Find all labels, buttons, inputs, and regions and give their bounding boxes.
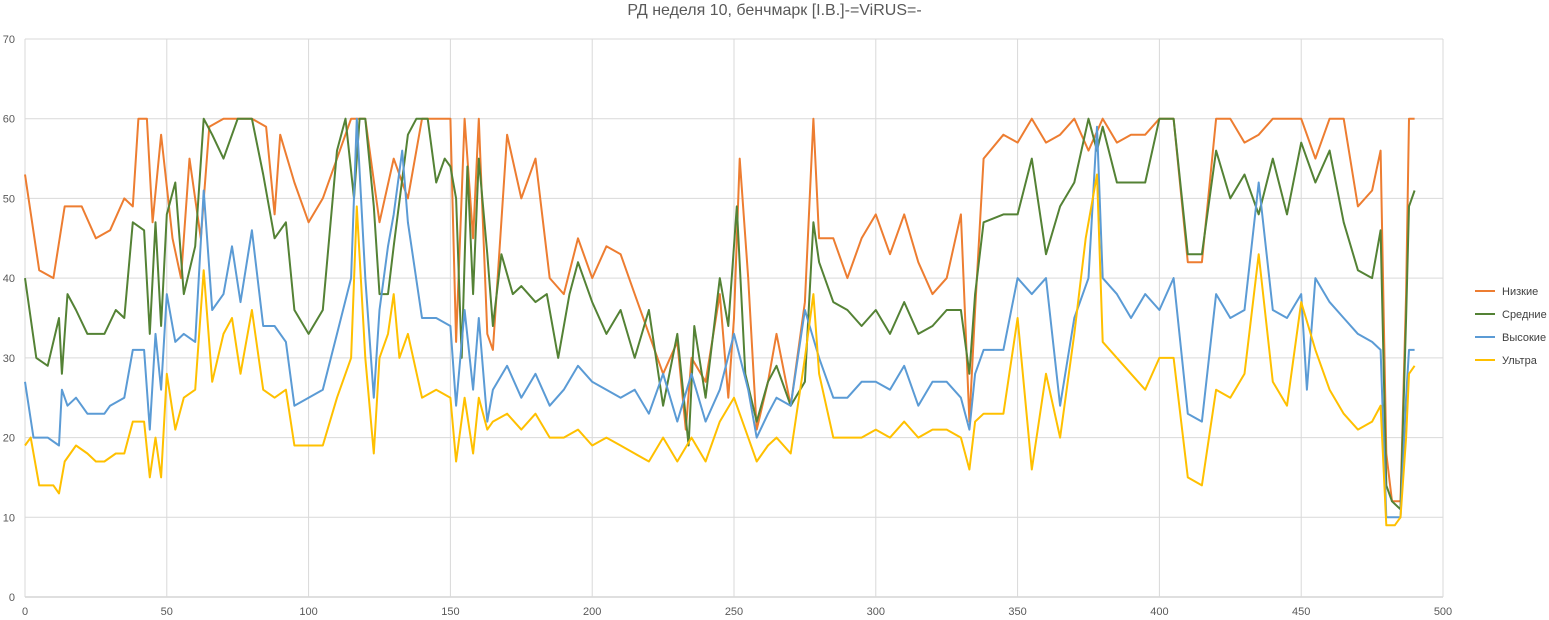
y-tick-label: 70 [3,34,15,46]
x-tick-label: 0 [22,606,28,618]
y-tick-label: 20 [3,433,15,445]
axis-labels: 0 10 20 30 40 50 60 70 0 50 100 150 200 250 300 350 400 4… [3,34,1452,618]
x-tick-label: 50 [161,606,173,618]
y-tick-label: 10 [3,512,15,524]
y-tick-label: 60 [3,114,15,126]
x-tick-label: 150 [441,606,459,618]
x-tick-label: 300 [867,606,885,618]
legend-entry-label: Средние [1502,309,1547,321]
legend-entry-label: Высокие [1502,332,1546,344]
chart-title: РД неделя 10, бенчмарк [I.B.]-=ViRUS=- [627,2,922,19]
x-tick-label: 400 [1150,606,1168,618]
x-tick-label: 450 [1292,606,1310,618]
series-line-4 [24,173,1416,527]
x-tick-label: 350 [1008,606,1026,618]
x-tick-label: 100 [299,606,317,618]
legend-entry-label: Низкие [1502,286,1538,298]
y-tick-label: 40 [3,273,15,285]
series-line-3 [24,117,1415,519]
x-tick-label: 200 [583,606,601,618]
series-lines [24,117,1416,527]
x-tick-label: 500 [1434,606,1452,618]
y-tick-label: 30 [3,353,15,365]
series-line-2 [24,117,1416,511]
legend: Низкие Средние Высокие Ультра [1475,286,1547,367]
legend-entry-label: Ультра [1502,355,1538,367]
y-tick-label: 50 [3,193,15,205]
series-line-1 [24,117,1415,503]
y-tick-label: 0 [9,592,15,604]
x-tick-label: 250 [725,606,743,618]
